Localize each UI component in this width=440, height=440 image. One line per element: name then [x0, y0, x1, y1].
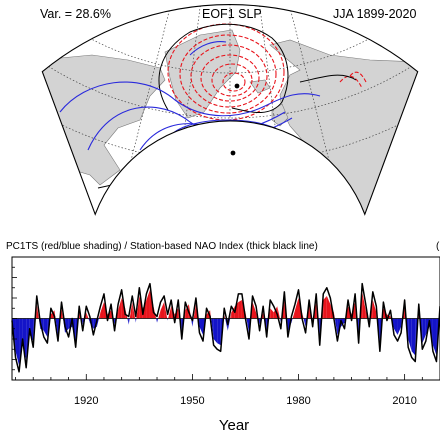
- pc-negative-segment: [88, 318, 90, 323]
- pc-positive-segment: [118, 298, 122, 319]
- pc-positive-segment: [323, 295, 327, 319]
- land-masses: [42, 29, 418, 215]
- north-america-land: [42, 54, 166, 186]
- pc-positive-segment: [142, 300, 147, 319]
- pc-negative-segment: [167, 318, 169, 321]
- pc-positive-segment: [270, 308, 274, 319]
- pc-negative-segment: [127, 318, 129, 325]
- variance-label: Var. = 28.6%: [40, 7, 111, 21]
- x-tick-label: 1920: [74, 395, 98, 407]
- pc-negative-segment: [368, 318, 370, 321]
- truncated-edge-glyph: (: [436, 241, 440, 252]
- pc-negative-segment: [211, 318, 214, 339]
- timeseries-title: PC1TS (red/blue shading) / Station-based…: [6, 241, 318, 252]
- pc-negative-segment: [397, 318, 402, 335]
- pc-negative-segment: [213, 318, 218, 344]
- iceland-land: [249, 79, 271, 94]
- pc-positive-segment: [149, 289, 154, 319]
- map-title: EOF1 SLP: [202, 7, 262, 21]
- africa-land: [295, 185, 355, 215]
- pc-negative-segment: [408, 318, 412, 352]
- pc-negative-segment: [157, 318, 159, 323]
- pc-negative-segment: [340, 318, 345, 327]
- pc-negative-segment: [279, 318, 281, 323]
- pc-positive-segment: [206, 310, 211, 319]
- pc-negative-segment: [394, 318, 398, 335]
- pc-negative-segment: [291, 318, 293, 323]
- map-frame: [41, 4, 419, 216]
- pc-positive-segment: [168, 306, 172, 319]
- pc-negative-segment: [26, 318, 30, 360]
- x-tick-label: 1980: [286, 395, 310, 407]
- pc-positive-segment: [132, 302, 136, 319]
- pc-negative-segment: [303, 318, 306, 327]
- pc-negative-segment: [43, 318, 48, 337]
- x-tick-label: 2010: [392, 395, 416, 407]
- pc-negative-segment: [15, 318, 20, 366]
- pc-negative-segment: [199, 318, 204, 335]
- pc-positive-segment: [362, 291, 366, 319]
- pc-negative-segment: [334, 318, 338, 335]
- pc-positive-segment: [326, 295, 331, 319]
- pc-negative-segment: [135, 318, 137, 323]
- nao-index-line: [11, 282, 440, 373]
- pc-negative-segment: [128, 318, 130, 325]
- pc-negative-segment: [246, 318, 249, 333]
- europe-land: [269, 39, 418, 215]
- y-axis-ticks: [12, 256, 17, 381]
- pc-positive-segment: [224, 314, 226, 319]
- pc-positive-segment: [146, 289, 150, 319]
- pc-negative-segment: [217, 318, 221, 346]
- southern-station-marker: [230, 150, 236, 156]
- x-tick-label: 1950: [180, 395, 204, 407]
- pc-positive-segment: [158, 310, 161, 319]
- pc-positive-segment: [136, 295, 140, 319]
- pc-positive-segment: [292, 310, 295, 319]
- pc-positive-segment: [36, 304, 39, 319]
- northern-station-marker: [234, 83, 240, 89]
- pc-positive-segment: [164, 302, 168, 319]
- pc-positive-segment: [193, 304, 196, 319]
- pc-positive-segment: [230, 312, 232, 319]
- pc-negative-segment: [22, 318, 27, 360]
- pc-positive-segment: [129, 302, 133, 319]
- pc-positive-segment: [372, 300, 377, 319]
- pc-positive-segment: [61, 308, 63, 319]
- x-axis-ticks: 1920 1950 1980 2010: [15, 374, 440, 407]
- pc-negative-segment: [135, 318, 136, 323]
- pc-positive-segment: [125, 308, 128, 319]
- pc-positive-segment: [294, 298, 299, 319]
- pc-negative-segment: [411, 318, 416, 356]
- pc-positive-segment: [50, 310, 55, 319]
- pc-positive-segment: [252, 302, 257, 319]
- season-range-label: JJA 1899-2020: [333, 7, 416, 21]
- pc-positive-segment: [231, 306, 235, 319]
- pc-positive-segment: [153, 306, 157, 319]
- pc-negative-segment: [432, 318, 437, 356]
- pc-negative-segment: [422, 318, 426, 344]
- pc-positive-segment: [273, 306, 278, 319]
- pc-negative-segment: [19, 318, 23, 366]
- pc-negative-segment: [156, 318, 158, 323]
- greenland-land: [164, 29, 241, 119]
- pc-positive-segment: [86, 312, 89, 319]
- x-axis-title: Year: [219, 417, 249, 434]
- pc-positive-segment: [98, 312, 101, 319]
- pc-positive-segment: [238, 300, 242, 319]
- pc-positive-segment: [160, 302, 165, 319]
- timeseries-plot: 1920 1950 1980 2010: [11, 256, 440, 407]
- pc-positive-segment: [100, 302, 104, 319]
